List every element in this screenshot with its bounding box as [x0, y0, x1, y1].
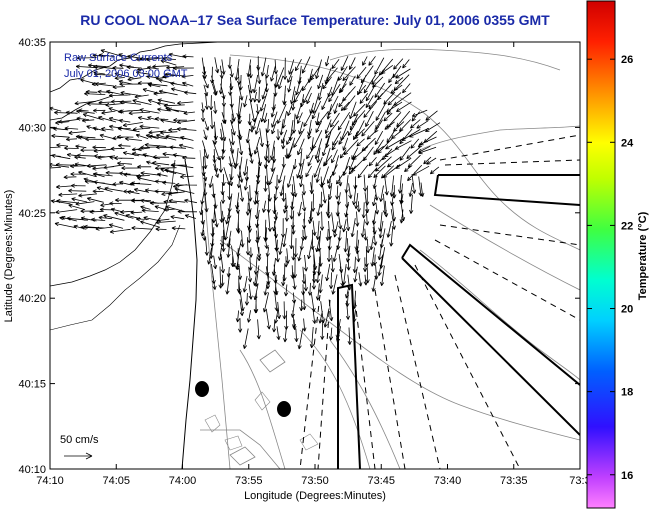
colorbar	[586, 0, 616, 509]
shipping-lanes	[299, 134, 580, 469]
y-tick-label: 40:25	[18, 208, 46, 220]
y-tick-label: 40:10	[18, 464, 46, 476]
coastline-shore	[50, 159, 176, 287]
coastline-bay	[50, 224, 181, 331]
x-tick-label: 73:35	[500, 475, 528, 487]
y-tick-label: 40:30	[18, 122, 46, 134]
coastline	[50, 42, 221, 121]
buoy-marker	[277, 401, 291, 417]
x-tick-label: 73:3	[569, 475, 590, 487]
x-tick-label: 73:40	[434, 475, 462, 487]
buoy-marker	[195, 381, 209, 397]
colorbar-ticks: 26 24 22 20 18 16	[587, 54, 634, 482]
scale-label: 50 cm/s	[60, 434, 99, 446]
colorbar-tick-label: 22	[621, 220, 633, 232]
legend-line2: July 01, 2006 03:00 GMT	[64, 68, 188, 80]
coastline-barrier	[181, 159, 198, 469]
x-tick-label: 74:00	[169, 475, 197, 487]
x-tick-label: 74:05	[102, 475, 130, 487]
colorbar-tick-label: 26	[621, 54, 633, 66]
colorbar-label: Temperature (°C)	[637, 211, 649, 300]
y-axis-ticks: 40:35 40:30 40:25 40:20 40:15 40:10	[18, 37, 580, 476]
bathymetry-contours	[199, 48, 580, 469]
current-vectors	[50, 49, 441, 350]
x-tick-label: 73:45	[367, 475, 395, 487]
map-title: RU COOL NOAA–17 Sea Surface Temperature:…	[80, 12, 550, 28]
y-tick-label: 40:35	[18, 37, 46, 49]
shoal-contours	[204, 391, 319, 451]
colorbar-tick-label: 16	[621, 470, 633, 482]
y-tick-label: 40:15	[18, 379, 46, 391]
y-tick-label: 40:20	[18, 293, 46, 305]
colorbar-tick-label: 24	[621, 137, 634, 149]
x-tick-label: 74:10	[36, 475, 64, 487]
x-axis-ticks: 74:10 74:05 74:00 73:55 73:50 73:45 73:40 73:35…	[36, 42, 591, 487]
colorbar-tick-label: 20	[621, 304, 633, 316]
y-axis-label: Latitude (Degrees:Minutes)	[3, 190, 15, 323]
colorbar-tick-label: 18	[621, 387, 633, 399]
x-tick-label: 73:50	[301, 475, 329, 487]
current-vector	[50, 49, 441, 350]
legend-line1: Raw Surface Currents	[64, 52, 173, 64]
map-content: Raw Surface Currents July 01, 2006 03:00…	[50, 42, 580, 469]
scale-arrow	[64, 452, 93, 460]
x-tick-label: 73:55	[235, 475, 263, 487]
x-axis-label: Longitude (Degrees:Minutes)	[244, 490, 386, 502]
